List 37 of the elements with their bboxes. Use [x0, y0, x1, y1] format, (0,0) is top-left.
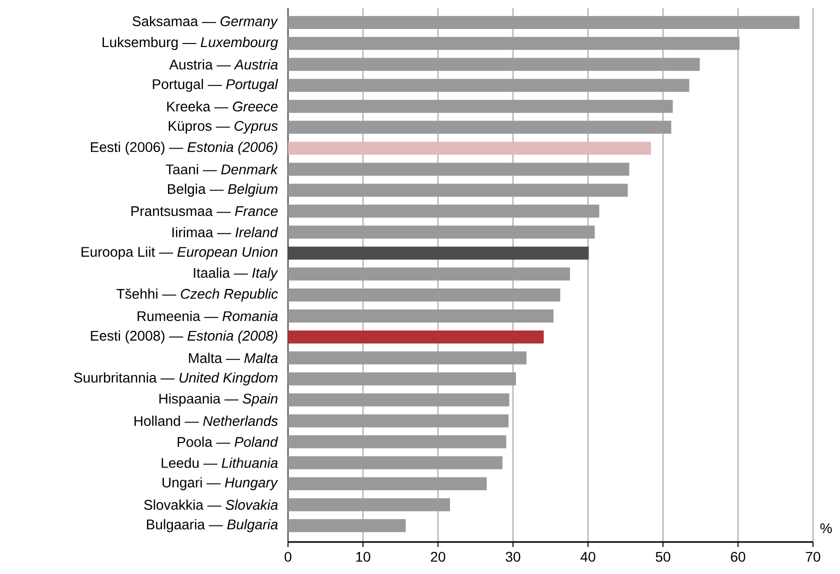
y-tick-label: Portugal — Portugal	[152, 78, 278, 92]
bar	[288, 142, 652, 155]
y-tick-label: Eesti (2008) — Estonia (2008)	[90, 330, 278, 344]
x-tick-label: 20	[430, 552, 446, 562]
y-tick-label: Belgia — Belgium	[168, 184, 278, 197]
y-tick-label: Euroopa Liit — European Union	[82, 246, 278, 260]
y-tick-label: Taani — Denmark	[166, 164, 278, 174]
y-tick-label: Rumeenia — Romania	[138, 310, 278, 322]
y-tick-label: Ungari — Hungary	[162, 477, 278, 490]
y-tick-label: Küpros — Cyprus	[168, 120, 278, 134]
y-tick-label: Leedu — Lithuania	[162, 458, 278, 468]
y-tick-label: Eesti (2006) — Estonia (2006)	[90, 142, 278, 155]
y-tick-label: Austria — Austria	[169, 59, 278, 70]
y-tick-label: Tšehhi — Czech Republic	[116, 288, 278, 302]
x-tick-label: 60	[730, 552, 746, 562]
y-tick-label: Saksamaa — Germany	[132, 16, 278, 29]
y-tick-label: Prantsusmaa — France	[131, 206, 278, 216]
bar	[288, 246, 589, 260]
x-tick-label: 0	[284, 552, 292, 562]
y-tick-label: Suurbritannia — United Kingdom	[74, 372, 278, 386]
y-tick-label: Iirimaa — Ireland	[172, 226, 278, 238]
y-tick-label: Hispaania — Spain	[159, 393, 278, 406]
x-axis-title: %	[820, 523, 832, 534]
y-tick-label: Luksemburg — Luxembourg	[102, 36, 278, 50]
x-tick-label: 10	[356, 552, 370, 562]
y-tick-label: Poola — Poland	[178, 436, 278, 447]
y-tick-label: Itaalia — Italy	[194, 268, 278, 281]
x-tick-label: 40	[580, 552, 596, 562]
y-tick-label: Kreeka — Greece	[167, 101, 278, 112]
y-tick-label: Malta — Malta	[189, 352, 278, 364]
x-tick-label: 30	[506, 552, 520, 562]
bar	[288, 330, 544, 344]
y-tick-label: Bulgaaria — Bulgaria	[146, 519, 278, 532]
x-tick-label: 50	[656, 552, 670, 562]
y-tick-label: Slovakkia — Slovakia	[144, 500, 278, 510]
y-tick-label: Holland — Netherlands	[134, 416, 278, 426]
x-tick-label: 70	[806, 552, 820, 562]
